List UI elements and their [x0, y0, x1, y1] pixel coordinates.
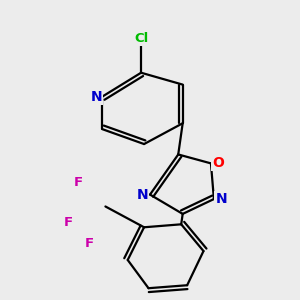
Text: F: F: [74, 176, 83, 189]
Text: N: N: [91, 89, 102, 103]
Text: O: O: [212, 156, 224, 170]
Text: N: N: [137, 188, 148, 202]
Text: N: N: [215, 192, 227, 206]
Text: F: F: [64, 216, 73, 229]
Text: Cl: Cl: [134, 32, 148, 45]
Text: F: F: [85, 237, 94, 250]
